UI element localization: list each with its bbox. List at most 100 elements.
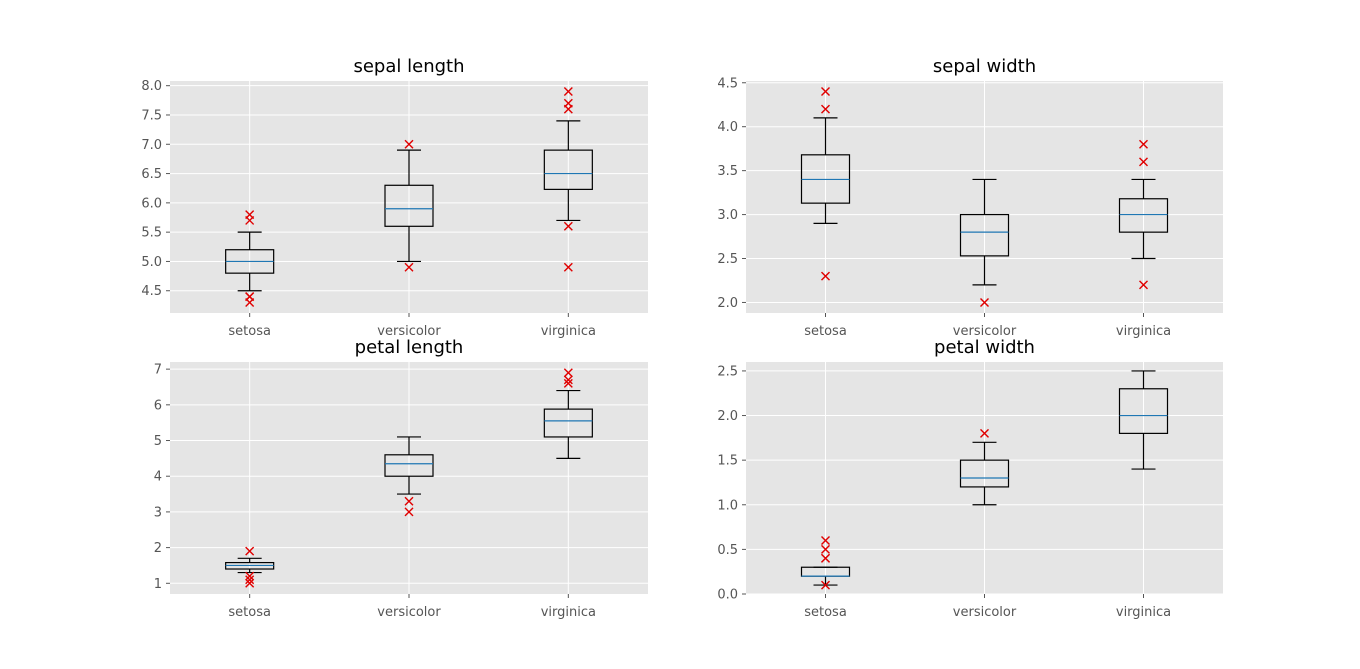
outlier-marker	[563, 378, 573, 388]
x-tick-label-versicolor: versicolor	[377, 605, 441, 620]
outlier-marker	[245, 210, 255, 220]
outlier-stroke	[245, 571, 255, 581]
iqr-box	[959, 213, 1010, 257]
outlier-stroke	[563, 378, 573, 388]
outlier-marker	[404, 139, 414, 149]
panel-title: petal length	[355, 337, 464, 358]
outlier-marker	[404, 262, 414, 272]
x-tick-label-virginica: virginica	[541, 324, 596, 339]
y-tick-label: 1	[154, 577, 162, 592]
box-virginica	[543, 87, 593, 272]
outlier-stroke	[245, 546, 255, 556]
x-tick-label-setosa: setosa	[804, 605, 847, 620]
x-tick-label-setosa: setosa	[228, 324, 271, 339]
y-tick-label: 0.5	[717, 543, 738, 558]
box-versicolor	[959, 428, 1010, 506]
box-versicolor	[384, 436, 434, 517]
box-setosa	[800, 87, 851, 281]
y-tick-label: 4	[154, 470, 162, 485]
x-tick-label-virginica: virginica	[1116, 605, 1171, 620]
panel-petal-length: 1 2 3 4 5 6 7 setosa versicolor virginica petal le…	[154, 337, 648, 620]
x-tick-label-setosa: setosa	[228, 605, 271, 620]
outlier-marker	[821, 87, 830, 97]
outlier-stroke	[1139, 280, 1148, 290]
outlier-marker	[821, 104, 830, 114]
outlier-stroke	[245, 575, 255, 585]
y-tick-label: 4.5	[717, 76, 738, 91]
x-tick-label-versicolor: versicolor	[953, 324, 1017, 339]
y-tick-label: 1.5	[717, 454, 738, 469]
outlier-marker	[980, 428, 989, 438]
outlier-stroke	[821, 87, 830, 97]
y-tick-label: 6.5	[141, 167, 162, 182]
outlier-marker	[245, 575, 255, 585]
iqr-box	[1118, 388, 1169, 434]
panel-title: sepal length	[353, 56, 464, 77]
outlier-marker	[821, 580, 830, 590]
y-tick-label: 7	[154, 363, 162, 378]
outlier-stroke	[404, 507, 414, 517]
outlier-marker	[821, 553, 830, 563]
outlier-marker	[404, 507, 414, 517]
iqr-box	[384, 454, 434, 477]
outlier-stroke	[563, 375, 573, 385]
outlier-stroke	[404, 262, 414, 272]
outlier-marker	[821, 271, 830, 281]
outlier-stroke	[404, 496, 414, 506]
outlier-marker	[563, 262, 573, 272]
outlier-marker	[563, 375, 573, 385]
y-tick-label: 7.0	[141, 138, 162, 153]
y-tick-label: 5.0	[141, 255, 162, 270]
y-tick-label: 5.5	[141, 226, 162, 241]
y-tick-label: 7.5	[141, 108, 162, 123]
outlier-stroke	[563, 87, 573, 97]
x-tick-label-virginica: virginica	[1116, 324, 1171, 339]
outlier-stroke	[245, 292, 255, 302]
y-tick-label: 2.5	[717, 364, 738, 379]
panel-sepal-length: 4.5 5.0 5.5 6.0 6.5 7.0 7.5 8.0 setosa versicolor…	[141, 56, 648, 339]
y-tick-label: 2.5	[717, 252, 738, 267]
box-setosa	[225, 546, 275, 588]
y-tick-label: 2.0	[717, 296, 738, 311]
outlier-marker	[245, 546, 255, 556]
y-tick-label: 4.5	[141, 284, 162, 299]
outlier-stroke	[821, 535, 830, 545]
box-versicolor	[959, 178, 1010, 307]
outlier-stroke	[821, 580, 830, 590]
outlier-marker	[563, 368, 573, 378]
outlier-marker	[1139, 139, 1148, 149]
x-tick-label-virginica: virginica	[541, 605, 596, 620]
outlier-stroke	[563, 221, 573, 231]
outlier-stroke	[404, 139, 414, 149]
box-versicolor	[384, 139, 434, 272]
y-tick-label: 5	[154, 434, 162, 449]
y-tick-label: 6	[154, 398, 162, 413]
y-tick-label: 3.5	[717, 164, 738, 179]
outlier-marker	[563, 87, 573, 97]
box-virginica	[1118, 370, 1169, 470]
x-tick-label-setosa: setosa	[804, 324, 847, 339]
outlier-marker	[245, 292, 255, 302]
outlier-stroke	[980, 297, 989, 307]
outlier-stroke	[821, 271, 830, 281]
outlier-stroke	[245, 578, 255, 588]
box-virginica	[1118, 139, 1169, 290]
panel-title: sepal width	[933, 56, 1036, 77]
x-tick-label-versicolor: versicolor	[953, 605, 1017, 620]
outlier-stroke	[563, 368, 573, 378]
panel-petal-width: 0.0 0.5 1.0 1.5 2.0 2.5 setosa versicolor virgin…	[717, 337, 1223, 620]
outlier-stroke	[1139, 139, 1148, 149]
outlier-stroke	[563, 262, 573, 272]
outlier-marker	[563, 221, 573, 231]
iqr-box	[543, 149, 593, 190]
outlier-stroke	[980, 428, 989, 438]
outlier-marker	[404, 496, 414, 506]
y-tick-label: 4.0	[717, 120, 738, 135]
iqr-box	[959, 459, 1010, 488]
outlier-stroke	[821, 553, 830, 563]
outlier-marker	[980, 297, 989, 307]
outlier-marker	[821, 544, 830, 554]
box-setosa	[800, 535, 851, 590]
y-tick-label: 8.0	[141, 79, 162, 94]
